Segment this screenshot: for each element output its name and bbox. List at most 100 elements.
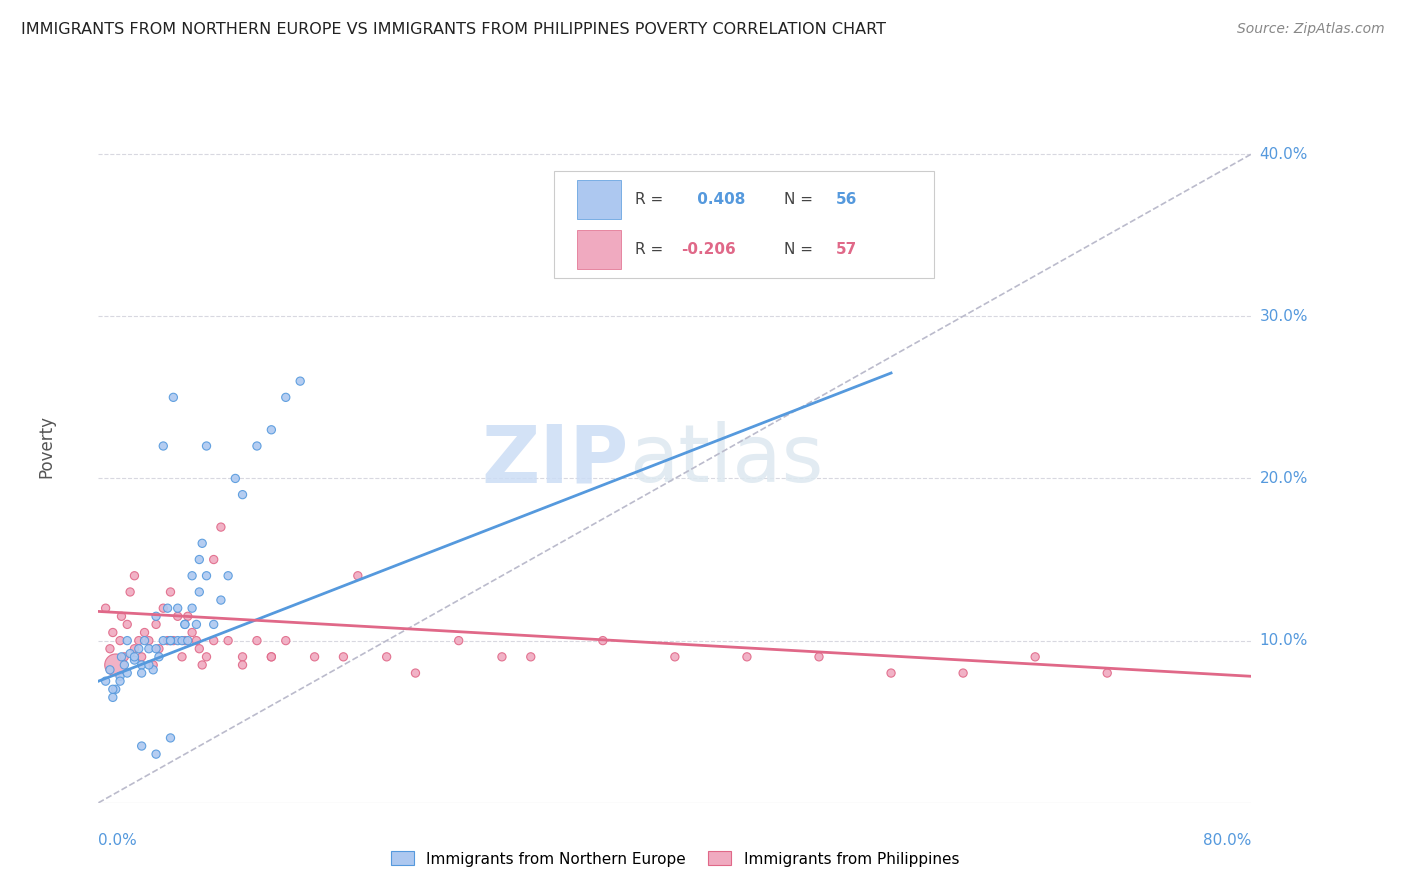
Point [104,657,127,672]
Point [195,439,218,453]
Text: Poverty: Poverty [38,415,56,477]
Point [124,653,146,667]
Point [260,649,283,664]
Point [112,657,135,672]
Point [174,633,197,648]
Point [188,585,211,599]
Text: Source: ZipAtlas.com: Source: ZipAtlas.com [1237,22,1385,37]
Point [159,633,181,648]
Point [134,633,156,648]
Text: R =: R = [634,243,668,257]
Point [117,617,138,632]
Text: atlas: atlas [628,421,823,500]
Point [124,641,146,656]
Point [664,649,686,664]
Text: N =: N = [785,243,818,257]
Point [246,633,269,648]
Point [162,390,184,404]
Point [94,601,117,615]
Point [117,666,138,681]
Text: ZIP: ZIP [481,421,628,500]
FancyBboxPatch shape [576,230,620,269]
Point [166,601,188,615]
Point [260,649,283,664]
Point [260,423,283,437]
Text: 20.0%: 20.0% [1260,471,1308,486]
Point [159,633,181,648]
Point [181,568,204,582]
Point [128,641,150,656]
Point [134,625,156,640]
Point [145,747,167,761]
Point [491,649,513,664]
Point [131,649,153,664]
Point [447,633,470,648]
Point [209,520,232,534]
FancyBboxPatch shape [554,171,935,278]
Point [108,669,131,683]
Text: 40.0%: 40.0% [1260,146,1308,161]
Point [170,633,193,648]
Point [332,649,354,664]
Point [166,609,188,624]
Point [162,633,184,648]
Point [156,601,179,615]
Point [101,625,124,640]
Point [131,666,153,681]
Point [880,666,903,681]
Point [231,657,254,672]
Point [112,649,135,664]
Point [166,633,188,648]
Point [224,471,246,485]
Point [145,617,167,632]
Point [191,657,214,672]
Point [1024,649,1046,664]
Point [138,641,160,656]
Point [98,663,121,677]
Point [138,633,160,648]
Point [202,617,225,632]
Point [148,649,170,664]
Point [159,731,181,745]
Point [120,585,142,599]
Point [101,690,124,705]
Point [807,649,830,664]
Point [177,609,200,624]
Point [181,601,204,615]
Point [174,617,197,632]
Point [520,649,543,664]
Point [195,568,218,582]
Text: IMMIGRANTS FROM NORTHERN EUROPE VS IMMIGRANTS FROM PHILIPPINES POVERTY CORRELATI: IMMIGRANTS FROM NORTHERN EUROPE VS IMMIG… [21,22,886,37]
Point [1097,666,1119,681]
Point [274,633,297,648]
Point [110,609,132,624]
Point [346,568,368,582]
Point [186,617,208,632]
Point [108,633,131,648]
Point [138,657,160,672]
Text: 30.0%: 30.0% [1260,309,1308,324]
Point [131,657,153,672]
Point [152,439,174,453]
Point [274,390,297,404]
Point [231,488,254,502]
Point [159,585,181,599]
Text: N =: N = [785,193,818,207]
Point [177,633,200,648]
Point [186,633,208,648]
Point [735,649,758,664]
Point [375,649,398,664]
Point [152,601,174,615]
Text: 0.0%: 0.0% [98,833,138,848]
Point [108,674,131,689]
Point [117,633,138,648]
Text: 56: 56 [837,193,858,207]
Point [174,617,197,632]
Point [145,641,167,656]
Point [191,536,214,550]
Text: 57: 57 [837,243,858,257]
FancyBboxPatch shape [576,180,620,219]
Point [148,641,170,656]
Point [145,609,167,624]
Text: 80.0%: 80.0% [1204,833,1251,848]
